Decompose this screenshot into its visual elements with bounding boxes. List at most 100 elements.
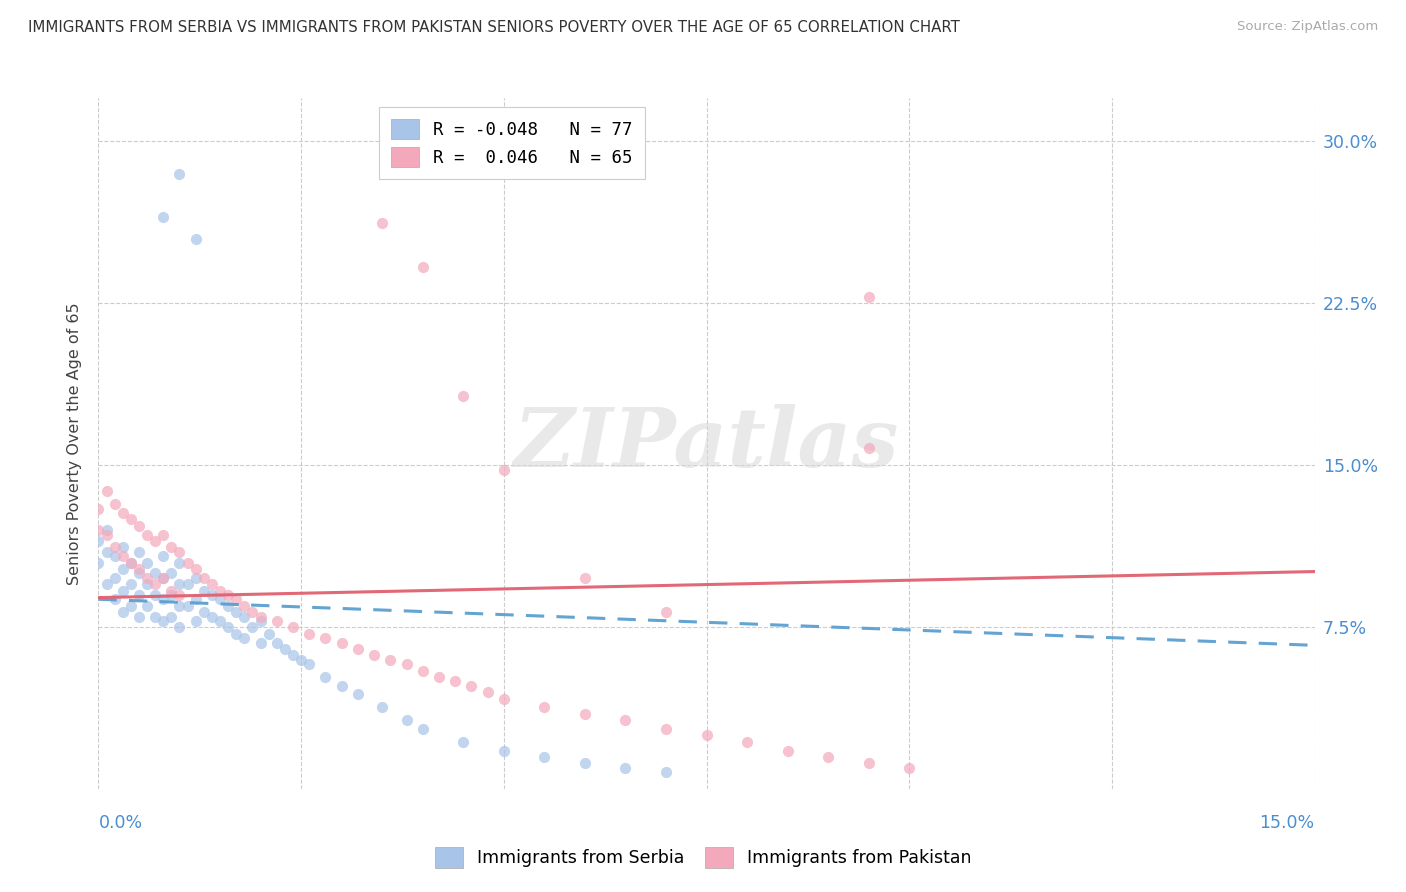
Point <box>655 722 678 736</box>
Point <box>136 556 159 570</box>
Point <box>492 463 515 477</box>
Point <box>209 614 232 628</box>
Point <box>395 657 418 672</box>
Point <box>201 577 224 591</box>
Point <box>395 714 418 728</box>
Point <box>96 577 118 591</box>
Point <box>111 562 134 576</box>
Point <box>412 260 434 274</box>
Point <box>120 512 142 526</box>
Point <box>120 599 142 613</box>
Point <box>104 549 127 563</box>
Point <box>614 714 637 728</box>
Point <box>128 588 150 602</box>
Point <box>242 620 264 634</box>
Point <box>266 614 288 628</box>
Point <box>444 674 467 689</box>
Point <box>217 599 239 613</box>
Point <box>111 605 134 619</box>
Point <box>858 756 880 771</box>
Point <box>460 679 482 693</box>
Point <box>614 761 637 775</box>
Point <box>152 210 174 224</box>
Point <box>136 577 159 591</box>
Point <box>169 577 191 591</box>
Point <box>111 583 134 598</box>
Text: Source: ZipAtlas.com: Source: ZipAtlas.com <box>1237 20 1378 33</box>
Point <box>169 620 191 634</box>
Point <box>169 167 191 181</box>
Point <box>184 231 207 245</box>
Point <box>776 743 799 757</box>
Point <box>314 631 336 645</box>
Point <box>380 653 402 667</box>
Point <box>96 545 118 559</box>
Point <box>120 577 142 591</box>
Point <box>160 609 183 624</box>
Point <box>184 571 207 585</box>
Point <box>477 685 499 699</box>
Legend: R = -0.048   N = 77, R =  0.046   N = 65: R = -0.048 N = 77, R = 0.046 N = 65 <box>380 107 645 179</box>
Point <box>314 670 336 684</box>
Point <box>193 605 215 619</box>
Point <box>96 523 118 537</box>
Point <box>128 566 150 581</box>
Point <box>120 556 142 570</box>
Point <box>233 599 256 613</box>
Text: 15.0%: 15.0% <box>1260 814 1315 831</box>
Point <box>143 588 166 602</box>
Point <box>574 571 596 585</box>
Point <box>453 389 475 403</box>
Point <box>249 614 271 628</box>
Point <box>427 670 450 684</box>
Point <box>120 556 142 570</box>
Point <box>574 756 596 771</box>
Point <box>298 627 321 641</box>
Point <box>176 577 198 591</box>
Point <box>87 556 110 570</box>
Point <box>160 588 183 602</box>
Point <box>363 648 385 663</box>
Point <box>330 635 353 649</box>
Legend: Immigrants from Serbia, Immigrants from Pakistan: Immigrants from Serbia, Immigrants from … <box>426 838 980 876</box>
Point <box>87 533 110 548</box>
Point <box>160 541 183 555</box>
Point <box>96 484 118 499</box>
Point <box>169 545 191 559</box>
Point <box>104 497 127 511</box>
Point <box>858 290 880 304</box>
Point <box>143 533 166 548</box>
Point <box>201 588 224 602</box>
Point <box>298 657 321 672</box>
Point <box>152 571 174 585</box>
Point <box>817 750 839 764</box>
Point <box>176 556 198 570</box>
Point <box>249 609 271 624</box>
Text: IMMIGRANTS FROM SERBIA VS IMMIGRANTS FROM PAKISTAN SENIORS POVERTY OVER THE AGE : IMMIGRANTS FROM SERBIA VS IMMIGRANTS FRO… <box>28 20 960 35</box>
Point <box>209 592 232 607</box>
Point <box>233 631 256 645</box>
Point <box>87 523 110 537</box>
Point <box>193 583 215 598</box>
Point <box>87 501 110 516</box>
Point <box>184 562 207 576</box>
Point <box>193 571 215 585</box>
Point <box>160 583 183 598</box>
Point <box>169 588 191 602</box>
Point <box>128 609 150 624</box>
Point <box>104 541 127 555</box>
Point <box>143 566 166 581</box>
Point <box>169 599 191 613</box>
Point <box>128 545 150 559</box>
Point <box>371 216 394 230</box>
Point <box>136 527 159 541</box>
Point <box>266 635 288 649</box>
Point <box>281 620 304 634</box>
Point <box>152 571 174 585</box>
Point <box>274 642 297 657</box>
Point <box>152 592 174 607</box>
Text: ZIPatlas: ZIPatlas <box>513 404 900 483</box>
Point <box>217 620 239 634</box>
Point <box>225 605 247 619</box>
Point <box>225 627 247 641</box>
